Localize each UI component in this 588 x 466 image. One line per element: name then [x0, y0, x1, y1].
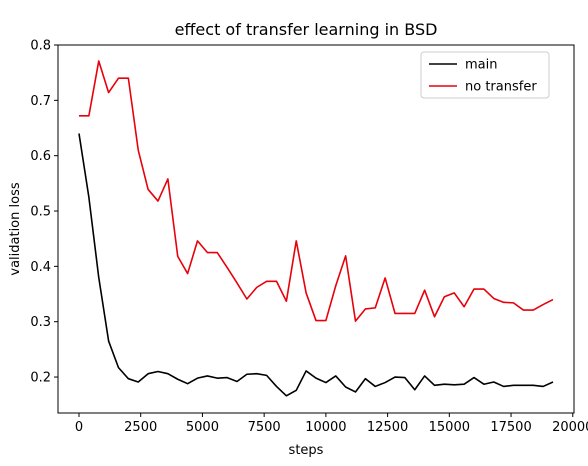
chart-title: effect of transfer learning in BSD [175, 20, 438, 39]
x-tick-label: 2500 [124, 420, 157, 435]
plot-area [58, 45, 574, 413]
y-tick-label: 0.8 [30, 39, 51, 54]
series-line-no-transfer [78, 60, 554, 322]
x-tick-label: 5000 [186, 420, 219, 435]
y-tick-label: 0.4 [30, 260, 51, 275]
y-tick-label: 0.6 [30, 149, 51, 164]
x-tick-label: 17500 [490, 420, 531, 435]
x-tick-label: 12500 [367, 420, 408, 435]
x-axis-label: steps [289, 443, 324, 458]
legend-label: no transfer [465, 80, 537, 95]
y-tick-label: 0.2 [30, 371, 51, 386]
legend: main no transfer [420, 51, 550, 99]
series-line-main [78, 133, 554, 397]
x-tick-label: 15000 [429, 420, 470, 435]
x-tick-label: 0 [75, 420, 83, 435]
y-tick-label: 0.7 [30, 94, 51, 109]
x-tick-label: 7500 [248, 420, 281, 435]
series-layer [78, 60, 554, 397]
y-axis-label: validation loss [8, 182, 23, 275]
y-tick-label: 0.5 [30, 205, 51, 220]
legend-label: main [465, 58, 497, 73]
y-tick-label: 0.3 [30, 315, 51, 330]
plot-frame [57, 44, 575, 414]
y-axis: 0.2 0.3 0.4 0.5 0.6 0.7 0.8 [30, 39, 58, 386]
x-tick-label: 10000 [305, 420, 346, 435]
